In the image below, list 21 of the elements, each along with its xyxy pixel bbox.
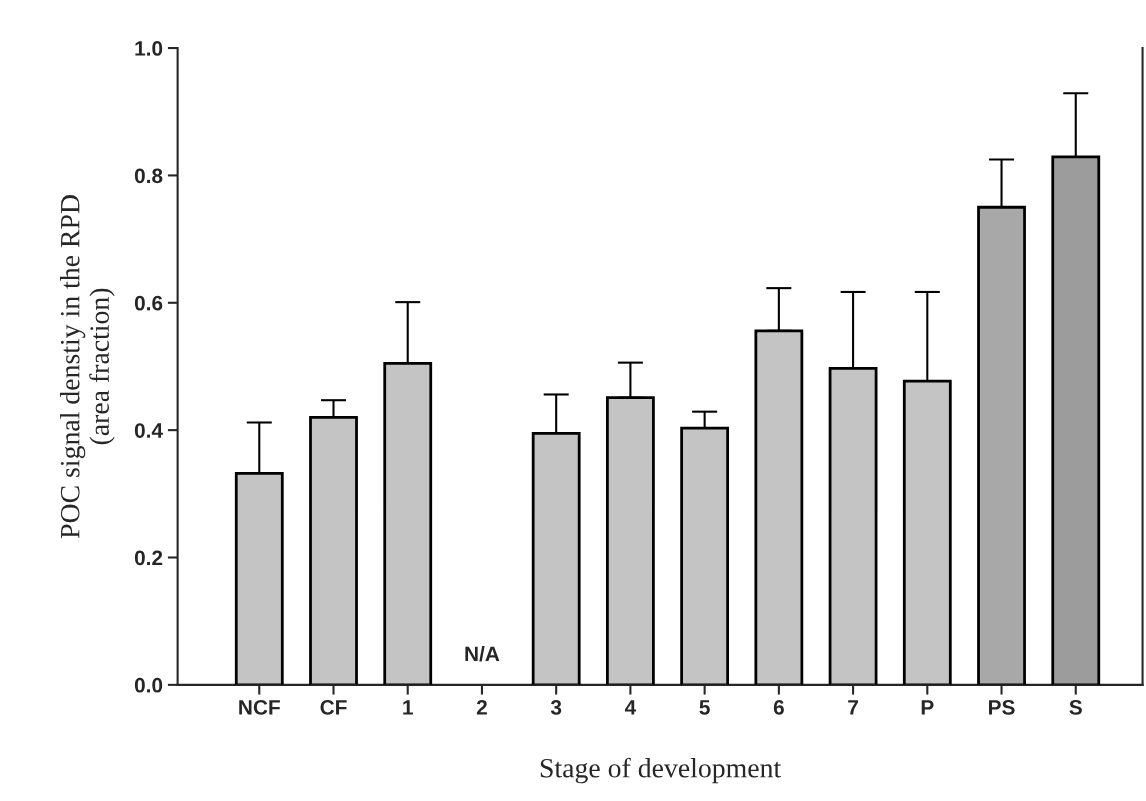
annotation: N/A [465, 645, 500, 662]
y-tick-label: 0.0 [134, 677, 163, 693]
y-tick-label: 1.0 [135, 41, 163, 56]
y-tick-label: 0.8 [134, 168, 163, 184]
y-axis-title: POC signal denstiy in the RPD (area fraction) [59, 195, 115, 539]
x-tick-label: P [921, 700, 934, 715]
x-tick-label: 5 [699, 700, 710, 715]
x-tick-label: CF [320, 699, 347, 715]
x-tick-label: 3 [550, 699, 562, 715]
x-tick-label: 6 [773, 699, 784, 715]
y-tick-label: 0.2 [134, 550, 163, 566]
x-tick-label: 7 [848, 700, 858, 715]
x-tick-label: NCF [239, 699, 280, 715]
x-tick-label: PS [989, 699, 1015, 715]
x-tick-label: 1 [403, 700, 413, 715]
y-tick-label: 0.4 [134, 423, 163, 438]
x-tick-label: 2 [476, 699, 487, 715]
x-tick-label: 4 [624, 700, 637, 715]
x-tick-label: S [1069, 699, 1082, 715]
x-axis-title: Stage of development [540, 757, 782, 784]
y-tick-label: 0.6 [134, 295, 163, 311]
